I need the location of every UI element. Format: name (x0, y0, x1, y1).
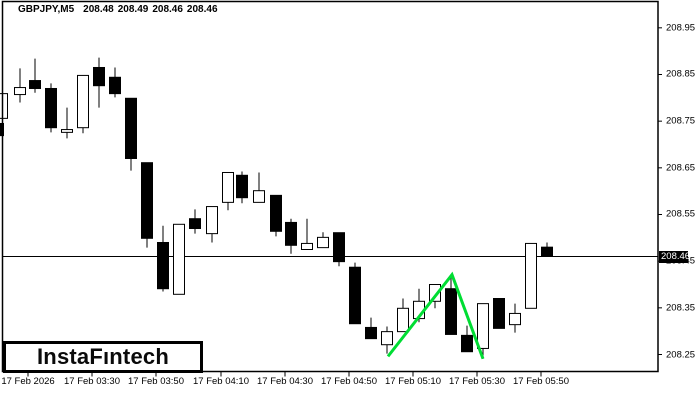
time-tick-label: 17 Feb 04:30 (257, 376, 313, 387)
bull-candle-body (525, 242, 537, 309)
bear-candle-body (189, 218, 201, 229)
instafintech-logo-text: InstaFıntech (37, 344, 169, 369)
bull-candle-body (0, 93, 8, 119)
bear-candle-body (333, 232, 345, 263)
bear-candle-body (29, 80, 41, 89)
price-tick-label: 208.55 (666, 208, 696, 220)
bull-candle-body (14, 87, 26, 96)
bear-candle-body (445, 288, 457, 335)
price-tick-label: 208.25 (666, 349, 696, 360)
bull-candle-body (61, 129, 73, 133)
bear-candle-body (285, 221, 297, 246)
time-tick-label: 17 Feb 2026 (1, 376, 55, 387)
time-tick-label: 17 Feb 03:30 (64, 376, 120, 387)
bull-candle-body (222, 171, 234, 203)
bear-candle-body (93, 66, 105, 87)
time-tick-label: 17 Feb 05:50 (513, 376, 569, 387)
quote-close: 208.46 (186, 4, 218, 15)
bull-candle-body (173, 223, 185, 295)
current-price-badge: 208.46 (659, 250, 691, 263)
bear-candle-body (461, 334, 473, 353)
bull-candle-body (301, 242, 313, 250)
bull-candle-body (206, 206, 218, 235)
bull-candle-body (253, 190, 265, 203)
price-tick-label: 208.65 (666, 162, 696, 174)
time-tick-label: 17 Feb 04:50 (321, 376, 377, 387)
time-tick-label: 17 Feb 04:10 (193, 376, 249, 387)
bull-candle-body (317, 236, 329, 249)
instafintech-logo: InstaFıntech (3, 341, 203, 373)
price-tick-label: 208.35 (666, 302, 696, 314)
bear-candle-body (141, 162, 153, 239)
bear-candle-body (541, 246, 553, 257)
bear-candle-body (125, 97, 137, 159)
bull-candle-body (397, 307, 409, 333)
time-tick-label: 17 Feb 05:10 (385, 376, 441, 387)
chart-frame (1, 0, 659, 373)
zigzag-indicator-line (386, 271, 485, 360)
quote-low: 208.46 (152, 4, 183, 15)
bull-candle-body (429, 284, 441, 302)
bear-candle-body (365, 326, 377, 340)
quote-high: 208.49 (117, 4, 149, 15)
symbol-label: GBPJPY,M5 (18, 4, 75, 15)
bear-candle-body (45, 87, 57, 129)
bull-candle-body (477, 303, 489, 349)
bull-candle-body (509, 312, 521, 326)
bear-candle-body (349, 266, 361, 325)
time-tick-label: 17 Feb 03:50 (128, 376, 184, 387)
time-tick-label: 17 Feb 05:30 (449, 376, 505, 387)
price-tick-label: 208.85 (666, 68, 696, 80)
chart-title: GBPJPY,M5 208.48 208.49 208.46 208.46 (18, 4, 222, 15)
price-tick-label: 208.95 (666, 22, 696, 34)
bear-candle-body (109, 76, 121, 95)
bear-candle-body (270, 194, 282, 232)
bear-candle-body (236, 174, 248, 199)
bear-candle-body (157, 241, 169, 290)
price-tick-label: 208.75 (666, 115, 696, 127)
quote-open: 208.48 (83, 4, 114, 15)
bear-candle-body (493, 298, 505, 329)
bull-candle-body (77, 74, 89, 129)
bull-candle-body (381, 331, 393, 346)
